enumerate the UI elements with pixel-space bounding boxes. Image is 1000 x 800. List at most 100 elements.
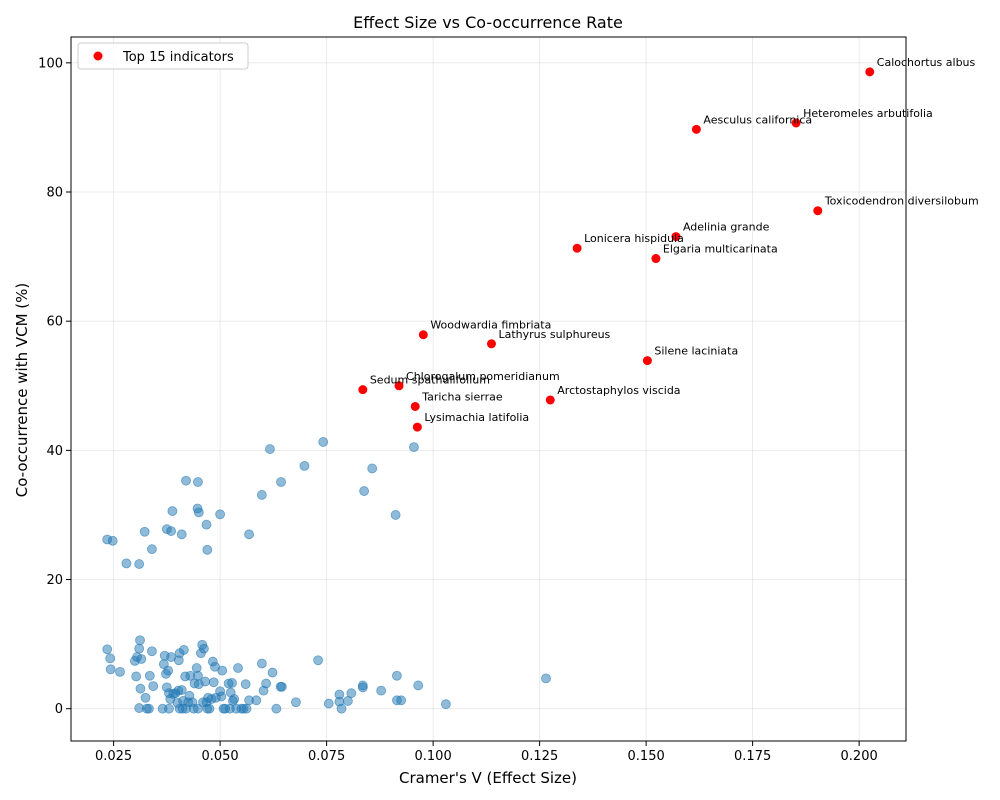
legend-label: Top 15 indicators (122, 50, 234, 65)
data-point (291, 697, 301, 708)
plot-frame (70, 36, 907, 742)
data-point (367, 463, 378, 474)
x-tick-label: 0.100 (415, 749, 452, 764)
data-point (115, 666, 125, 677)
data-point (392, 670, 402, 681)
data-point (276, 681, 287, 692)
top-indicator-point (412, 422, 422, 432)
data-point (409, 442, 419, 453)
point-label: Adelinia grande (683, 221, 770, 234)
point-label: Silene laciniata (654, 345, 738, 358)
point-label: Lathyrus sulphureus (498, 328, 610, 341)
y-tick-label: 20 (46, 573, 63, 588)
data-point (135, 683, 146, 694)
data-point (334, 689, 345, 700)
point-label: Toxicodendron diversilobum (824, 195, 979, 208)
data-point (336, 703, 347, 714)
x-axis-label: Cramer's V (Effect Size) (399, 769, 577, 787)
data-point (201, 519, 212, 530)
data-point (440, 699, 451, 710)
legend: Top 15 indicators (77, 42, 249, 70)
data-point (144, 670, 155, 681)
data-point (134, 559, 145, 569)
x-tick-label: 0.200 (841, 749, 878, 764)
data-point (229, 694, 240, 704)
data-point (357, 682, 368, 693)
data-point (323, 698, 334, 709)
top-indicator-point (651, 254, 661, 264)
other-points (102, 437, 551, 714)
data-point (163, 665, 174, 676)
top-indicator-point (813, 206, 823, 216)
y-tick-label: 60 (46, 315, 63, 330)
data-point (105, 664, 116, 675)
data-point (346, 688, 357, 699)
data-point (140, 692, 151, 703)
data-point (267, 667, 278, 678)
top-indicator-point (358, 385, 368, 395)
data-point (178, 645, 189, 655)
point-label: Lysimachia latifolia (424, 411, 529, 424)
data-point (299, 460, 310, 471)
data-point (148, 681, 159, 692)
point-label: Arctostaphylos viscida (557, 384, 680, 397)
point-label: Woodwardia fimbriata (430, 319, 551, 332)
top-indicator-point (671, 232, 681, 242)
point-label: Heteromeles arbutifolia (803, 107, 933, 120)
x-tick-label: 0.025 (95, 749, 132, 764)
data-point (131, 671, 142, 682)
x-tick-label: 0.175 (734, 749, 771, 764)
data-point (176, 529, 187, 540)
data-point (318, 437, 329, 447)
data-point (193, 477, 203, 487)
data-point (215, 509, 226, 520)
top-indicator-point (394, 381, 404, 391)
point-label: Chlorogalum pomeridianum (406, 370, 560, 383)
data-point (176, 685, 187, 695)
chart-title: Effect Size vs Co-occurrence Rate (353, 13, 623, 32)
data-point (233, 663, 243, 673)
top-indicator-point (572, 243, 582, 253)
data-point (136, 654, 147, 664)
data-point (107, 535, 118, 546)
point-label: Calochortus albus (877, 56, 976, 69)
top-indicator-point (486, 339, 496, 349)
x-tick-label: 0.050 (201, 749, 238, 764)
top-indicator-point (410, 401, 420, 411)
data-point (139, 526, 150, 537)
data-point (227, 677, 237, 688)
data-point (102, 644, 113, 655)
data-point (121, 558, 132, 569)
top-indicator-point (642, 356, 652, 366)
point-label: Taricha sierrae (421, 390, 503, 403)
legend-marker (93, 51, 103, 61)
top-points (358, 67, 875, 432)
data-point (240, 679, 251, 690)
y-tick-label: 0 (55, 702, 63, 717)
data-point (193, 507, 204, 518)
data-point (256, 490, 267, 500)
y-tick-label: 80 (46, 186, 63, 201)
point-label: Aesculus californica (703, 113, 812, 126)
top-indicator-point (545, 395, 555, 405)
data-point (390, 510, 401, 520)
y-tick-label: 40 (46, 444, 63, 459)
top-indicator-point (791, 118, 801, 128)
data-point (200, 676, 211, 687)
data-point (313, 655, 323, 666)
legend-box (77, 42, 249, 70)
data-point (164, 703, 174, 714)
data-point (199, 643, 209, 654)
point-label: Elgaria multicarinata (663, 243, 778, 256)
data-point (147, 544, 157, 555)
data-point (413, 680, 424, 691)
top-indicator-point (691, 124, 701, 134)
data-point (217, 665, 228, 676)
point-label: Sedum spathulifolium (370, 374, 490, 387)
y-axis-ticks: 0 20 40 60 80 100 (38, 56, 71, 717)
x-axis-ticks: 0.025 0.050 0.075 0.100 0.125 0.150 0.175 0.200 (95, 741, 878, 764)
data-point (135, 635, 145, 646)
data-point (204, 703, 215, 714)
data-point (541, 673, 551, 684)
